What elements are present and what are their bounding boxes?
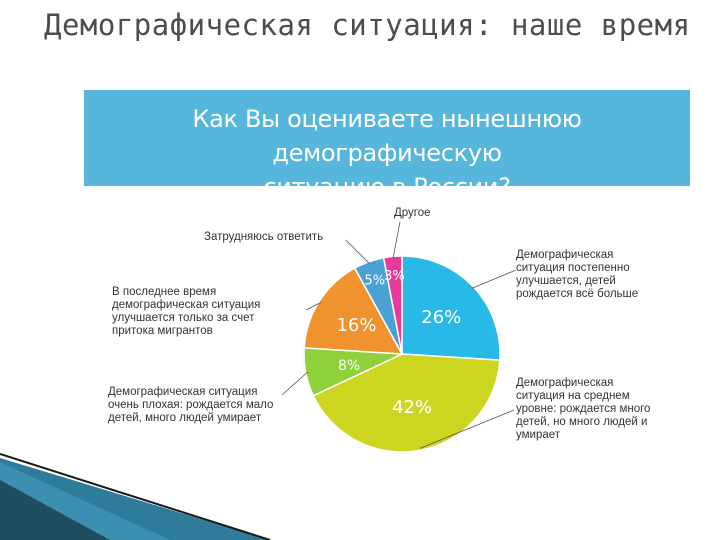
- leader-line-improving: [471, 269, 517, 289]
- pie-value-average: 42%: [392, 397, 432, 418]
- corner-stroke: [0, 453, 271, 540]
- leader-line-very-bad: [281, 371, 308, 396]
- pie-value-other: 3%: [384, 269, 405, 284]
- leader-line-other: [392, 221, 401, 259]
- pie-value-improving: 26%: [421, 307, 461, 328]
- chart-title-line-2: ситуацию в России?: [263, 173, 511, 201]
- corner-decoration: [0, 453, 271, 540]
- corner-shape-dark: [0, 480, 110, 540]
- chart-title-banner: Как Вы оцениваете нынешнюю демографическ…: [84, 90, 690, 201]
- pie-slice-other: [382, 255, 403, 355]
- pie-slice-migrants: [303, 267, 404, 355]
- chart-title: Как Вы оцениваете нынешнюю демографическ…: [84, 102, 690, 204]
- leader-line-hard-to-say: [345, 239, 370, 264]
- label-very-bad: Демографическая ситуация очень плохая: ро…: [108, 386, 274, 424]
- label-migrants: В последнее время демографическая ситуаци…: [112, 286, 261, 337]
- pie-value-hard-to-say: 5%: [364, 273, 385, 288]
- leader-line-migrants: [305, 302, 322, 311]
- label-other: Другое: [394, 207, 431, 219]
- chart-title-line-1: Как Вы оцениваете нынешнюю демографическ…: [192, 105, 582, 167]
- leader-line-average: [419, 409, 515, 449]
- pie-value-very-bad: 8%: [338, 358, 360, 374]
- label-hard-to-say: Затрудняюсь ответить: [204, 231, 324, 243]
- pie-slice-average: [312, 353, 501, 453]
- slide-title: Демографическая ситуация: наше время: [44, 8, 691, 42]
- label-improving: Демографическая ситуация постепенно улучша…: [516, 249, 639, 300]
- pie-value-migrants: 16%: [336, 315, 376, 336]
- label-average: Демографическая ситуация на среднем уровне…: [516, 377, 651, 441]
- pie-slice-improving: [401, 255, 501, 361]
